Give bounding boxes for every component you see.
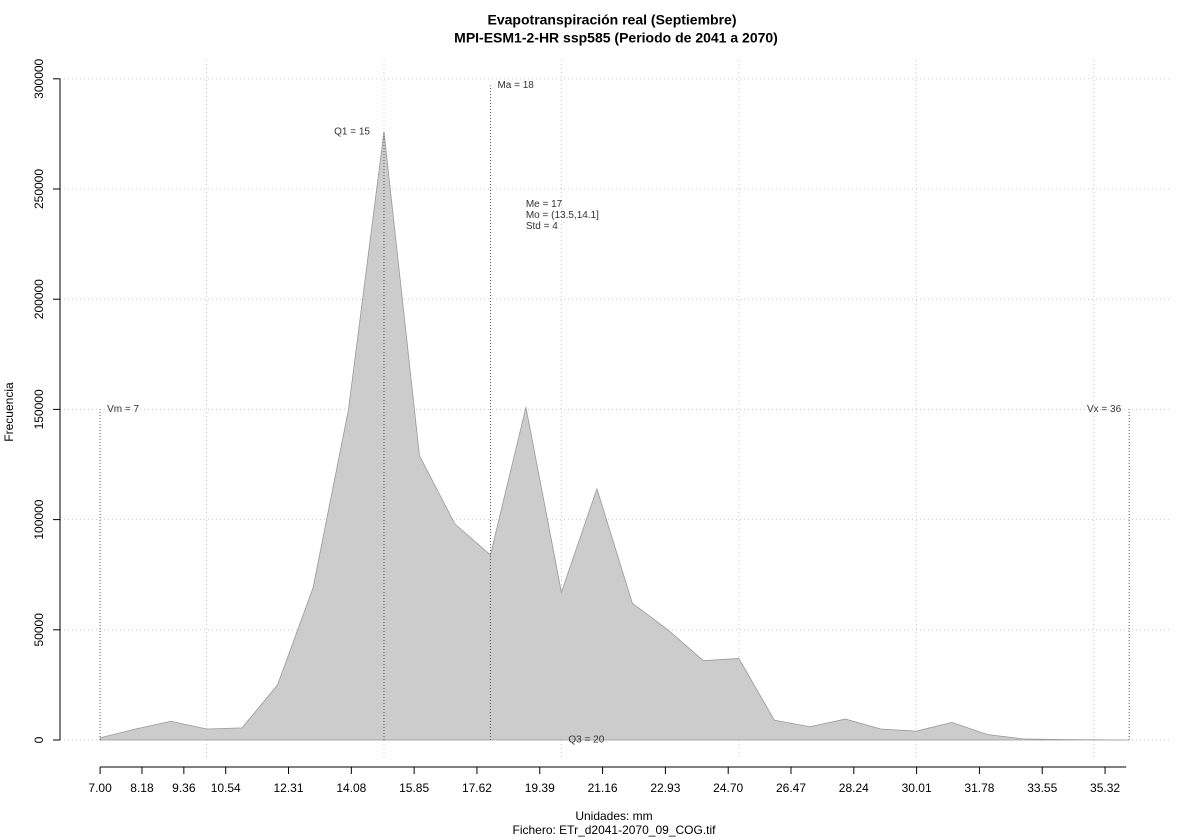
x-tick-label: 35.32 [1090,781,1120,795]
chart-subtitle: MPI-ESM1-2-HR ssp585 (Periodo de 2041 a … [454,30,778,46]
x-tick-label: 8.18 [130,781,154,795]
caption: Fichero: ETr_d2041-2070_09_COG.tif [513,823,717,837]
x-axis-label: Unidades: mm [575,809,652,823]
y-tick-label: 250000 [32,169,46,209]
y-axis-label: Frecuencia [2,382,16,442]
x-tick-label: 21.16 [588,781,618,795]
x-tick-label: 31.78 [964,781,994,795]
chart-title: Evapotranspiración real (Septiembre) [488,12,737,28]
y-tick-label: 50000 [32,613,46,647]
x-tick-label: 10.54 [211,781,241,795]
x-tick-label: 9.36 [172,781,196,795]
annotation: Me = 17 [526,199,563,210]
x-tick-label: 26.47 [776,781,806,795]
x-tick-label: 15.85 [399,781,429,795]
x-tick-label: 24.70 [713,781,743,795]
x-tick-label: 28.24 [839,781,869,795]
annotation: Vx = 36 [1087,404,1122,415]
annotation: Q3 = 20 [568,735,604,746]
x-tick-label: 19.39 [525,781,555,795]
y-tick-label: 150000 [32,389,46,429]
x-tick-label: 7.00 [88,781,112,795]
y-tick-label: 300000 [32,58,46,98]
area [99,131,1130,741]
x-tick-label: 14.08 [336,781,366,795]
annotation: Ma = 18 [497,80,534,91]
y-tick-label: 200000 [32,279,46,319]
x-tick-label: 17.62 [462,781,492,795]
y-tick-label: 100000 [32,499,46,539]
y-tick-label: 0 [32,736,46,743]
x-tick-label: 22.93 [650,781,680,795]
annotation: Vm = 7 [107,404,139,415]
annotation: Std = 4 [526,221,558,232]
annotation: Mo = (13.5,14.1] [526,210,599,221]
x-tick-label: 12.31 [274,781,304,795]
x-tick-label: 33.55 [1027,781,1057,795]
x-tick-label: 30.01 [902,781,932,795]
annotation: Q1 = 15 [334,126,370,137]
